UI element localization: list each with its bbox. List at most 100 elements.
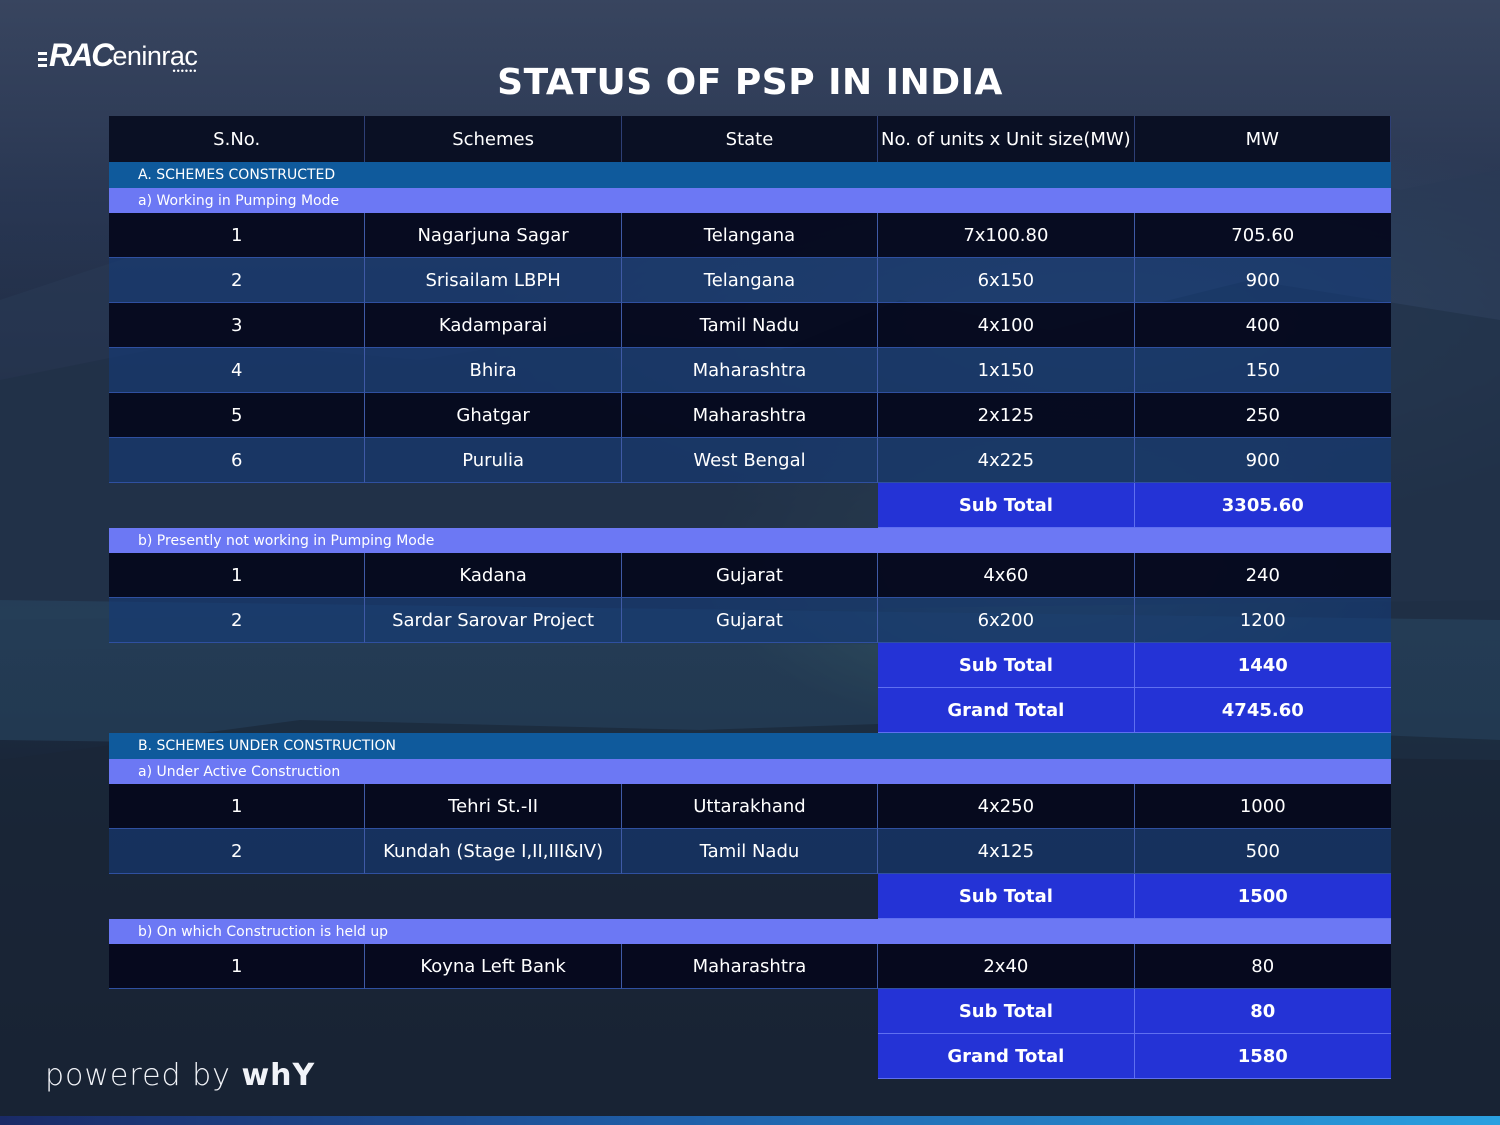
table-row: 1 Koyna Left Bank Maharashtra 2x40 80 [109, 944, 1391, 989]
grand-total-value: 1580 [1134, 1034, 1391, 1079]
powered-by-footer: powered by whY [45, 1058, 315, 1093]
cell-scheme: Kadana [365, 553, 622, 598]
cell-mw: 80 [1134, 944, 1391, 989]
cell-scheme: Srisailam LBPH [365, 258, 622, 303]
cell-sno: 3 [109, 303, 366, 348]
cell-units: 4x250 [878, 784, 1135, 829]
table-row: 2 Sardar Sarovar Project Gujarat 6x200 1200 [109, 598, 1391, 643]
cell-units: 4x60 [878, 553, 1135, 598]
cell-sno: 1 [109, 944, 366, 989]
section-b-group-b-header: b) On which Construction is held up [109, 919, 1391, 944]
cell-sno: 2 [109, 258, 366, 303]
cell-sno: 6 [109, 438, 366, 483]
cell-scheme: Kundah (Stage I,II,III&IV) [365, 829, 622, 874]
header-sno: S.No. [109, 116, 366, 162]
psp-status-table: S.No. Schemes State No. of units x Unit … [109, 116, 1391, 1079]
cell-mw: 900 [1134, 258, 1391, 303]
section-b-group-b-subtotal: Sub Total 80 [109, 989, 1391, 1034]
cell-state: Gujarat [621, 598, 879, 643]
cell-scheme: Koyna Left Bank [365, 944, 622, 989]
cell-units: 2x40 [878, 944, 1135, 989]
cell-mw: 240 [1134, 553, 1391, 598]
cell-state: Tamil Nadu [621, 303, 879, 348]
table-header-row: S.No. Schemes State No. of units x Unit … [109, 116, 1391, 162]
company-logo: RAC eninrac •••••• [38, 37, 198, 76]
subtotal-label: Sub Total [878, 874, 1135, 919]
table-row: 5 Ghatgar Maharashtra 2x125 250 [109, 393, 1391, 438]
cell-units: 6x150 [878, 258, 1135, 303]
subtotal-label: Sub Total [878, 989, 1135, 1034]
grand-total-label: Grand Total [878, 1034, 1135, 1079]
cell-mw: 1200 [1134, 598, 1391, 643]
table-row: 4 Bhira Maharashtra 1x150 150 [109, 348, 1391, 393]
table-row: 1 Tehri St.-II Uttarakhand 4x250 1000 [109, 784, 1391, 829]
cell-mw: 705.60 [1134, 213, 1391, 258]
cell-units: 2x125 [878, 393, 1135, 438]
section-b-grand-total: Grand Total 1580 [109, 1034, 1391, 1079]
cell-sno: 5 [109, 393, 366, 438]
table-row: 6 Purulia West Bengal 4x225 900 [109, 438, 1391, 483]
cell-state: Tamil Nadu [621, 829, 879, 874]
cell-state: Maharashtra [621, 944, 879, 989]
grand-total-value: 4745.60 [1134, 688, 1391, 733]
table-row: 3 Kadamparai Tamil Nadu 4x100 400 [109, 303, 1391, 348]
header-schemes: Schemes [365, 116, 622, 162]
subtotal-label: Sub Total [878, 483, 1135, 528]
cell-units: 6x200 [878, 598, 1135, 643]
subtotal-label: Sub Total [878, 643, 1135, 688]
cell-mw: 250 [1134, 393, 1391, 438]
section-b-group-a-header: a) Under Active Construction [109, 759, 1391, 784]
section-a-grand-total: Grand Total 4745.60 [109, 688, 1391, 733]
section-b-group-a-subtotal: Sub Total 1500 [109, 874, 1391, 919]
table-row: 2 Kundah (Stage I,II,III&IV) Tamil Nadu 4x1… [109, 829, 1391, 874]
cell-sno: 1 [109, 784, 366, 829]
cell-scheme: Bhira [365, 348, 622, 393]
powered-by-text: powered by [45, 1058, 242, 1093]
section-a-group-a-header: a) Working in Pumping Mode [109, 188, 1391, 213]
logo-bold-text: RAC [49, 37, 114, 73]
cell-units: 4x125 [878, 829, 1135, 874]
cell-mw: 400 [1134, 303, 1391, 348]
cell-units: 4x100 [878, 303, 1135, 348]
page-title: STATUS OF PSP IN INDIA [497, 62, 1003, 103]
table-row: 1 Nagarjuna Sagar Telangana 7x100.80 705.60 [109, 213, 1391, 258]
cell-units: 7x100.80 [878, 213, 1135, 258]
cell-scheme: Purulia [365, 438, 622, 483]
subtotal-value: 3305.60 [1134, 483, 1391, 528]
cell-sno: 4 [109, 348, 366, 393]
cell-sno: 2 [109, 829, 366, 874]
logo-mark-icon [38, 52, 47, 67]
header-mw: MW [1134, 116, 1391, 162]
cell-units: 4x225 [878, 438, 1135, 483]
section-a-group-a-subtotal: Sub Total 3305.60 [109, 483, 1391, 528]
cell-mw: 1000 [1134, 784, 1391, 829]
cell-mw: 500 [1134, 829, 1391, 874]
subtotal-value: 80 [1134, 989, 1391, 1034]
header-units: No. of units x Unit size(MW) [878, 116, 1135, 162]
cell-state: Maharashtra [621, 348, 879, 393]
cell-mw: 900 [1134, 438, 1391, 483]
subtotal-value: 1440 [1134, 643, 1391, 688]
cell-scheme: Sardar Sarovar Project [365, 598, 622, 643]
cell-state: Telangana [621, 213, 879, 258]
cell-sno: 1 [109, 553, 366, 598]
table-row: 1 Kadana Gujarat 4x60 240 [109, 553, 1391, 598]
header-state: State [621, 116, 879, 162]
table-row: 2 Srisailam LBPH Telangana 6x150 900 [109, 258, 1391, 303]
cell-state: Gujarat [621, 553, 879, 598]
section-a-group-b-header: b) Presently not working in Pumping Mode [109, 528, 1391, 553]
cell-scheme: Kadamparai [365, 303, 622, 348]
cell-scheme: Nagarjuna Sagar [365, 213, 622, 258]
cell-state: West Bengal [621, 438, 879, 483]
cell-state: Uttarakhand [621, 784, 879, 829]
cell-sno: 2 [109, 598, 366, 643]
logo-thin-text: eninrac •••••• [112, 41, 198, 76]
subtotal-value: 1500 [1134, 874, 1391, 919]
cell-units: 1x150 [878, 348, 1135, 393]
cell-scheme: Ghatgar [365, 393, 622, 438]
cell-sno: 1 [109, 213, 366, 258]
bottom-accent-bar [0, 1116, 1500, 1125]
grand-total-label: Grand Total [878, 688, 1135, 733]
cell-state: Telangana [621, 258, 879, 303]
cell-mw: 150 [1134, 348, 1391, 393]
